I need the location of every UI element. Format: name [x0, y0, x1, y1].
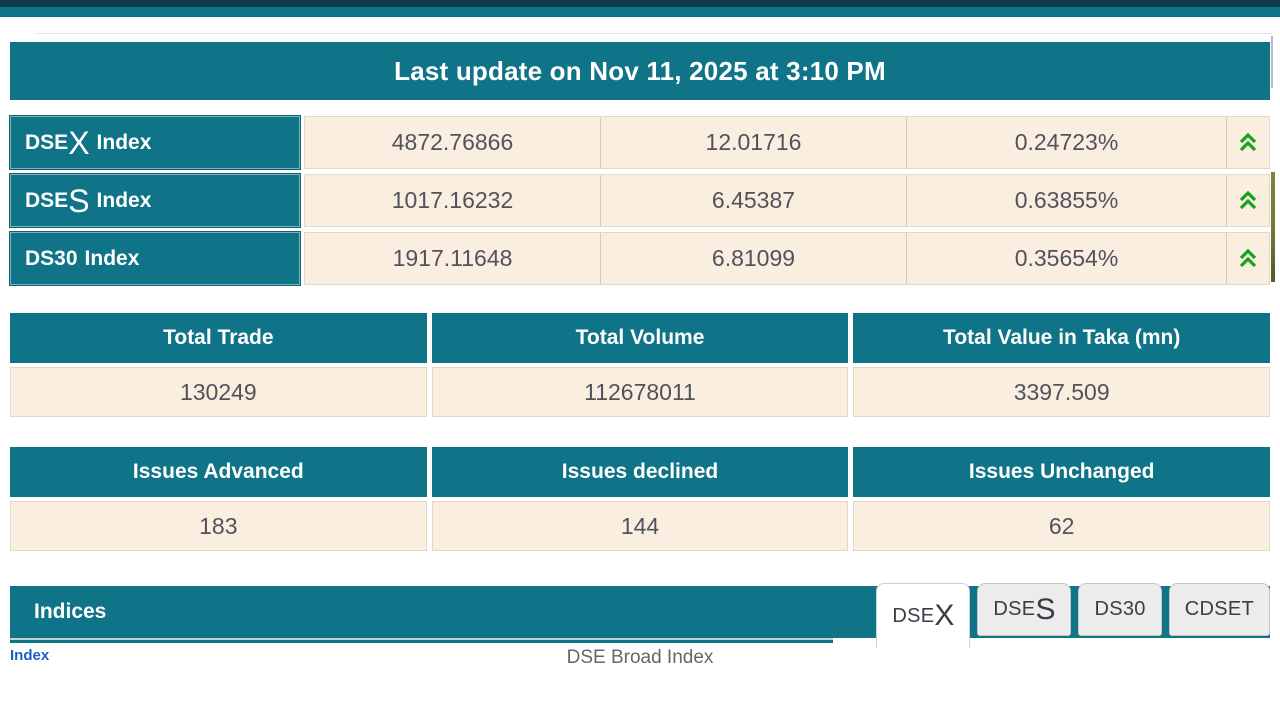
tab-label-big: S — [1035, 592, 1056, 626]
index-name-prefix: DSE — [25, 130, 69, 154]
totals-header-row: Total Trade Total Volume Total Value in … — [10, 313, 1271, 363]
total-trade-value: 130249 — [10, 367, 427, 417]
index-detail-row: Index DSE Broad Index — [10, 643, 1270, 673]
indices-panel: Indices DSE X DSE S DS30 CDSET Index DSE B… — [10, 583, 1270, 673]
total-value-value: 3397.509 — [853, 367, 1271, 417]
tab-label: DSE — [993, 598, 1036, 620]
index-name-big: X — [68, 124, 90, 161]
dsex-index-label: DSE X Index — [9, 115, 301, 170]
total-trade-header: Total Trade — [10, 313, 427, 363]
trend-up-icon — [1226, 233, 1269, 284]
total-value-header: Total Value in Taka (mn) — [853, 313, 1271, 363]
issues-unchanged-value: 62 — [853, 501, 1271, 551]
index-summary-table: DSE X Index 4872.76866 12.01716 0.24723% … — [9, 115, 1270, 286]
indices-title-bar: Indices DSE X DSE S DS30 CDSET — [10, 583, 1270, 648]
tab-label: DSE — [892, 604, 935, 627]
index-values: 4872.76866 12.01716 0.24723% — [304, 116, 1270, 169]
totals-value-row: 130249 112678011 3397.509 — [10, 367, 1271, 417]
ds30-index-label: DS30 Index — [9, 231, 301, 286]
index-change: 6.81099 — [600, 233, 906, 284]
tab-dsex[interactable]: DSE X — [876, 583, 971, 648]
index-name-big: S — [68, 182, 90, 219]
tab-label: DS30 — [1094, 598, 1146, 620]
index-name-prefix: DSE — [25, 188, 69, 212]
top-strip-dark — [0, 0, 1280, 7]
indices-title: Indices — [34, 600, 107, 623]
tab-label-big: X — [934, 599, 955, 632]
index-change: 12.01716 — [600, 117, 906, 168]
table-row: DSE S Index 1017.16232 6.45387 0.63855% — [9, 173, 1270, 228]
issues-advanced-value: 183 — [10, 501, 427, 551]
trend-up-icon — [1226, 175, 1269, 226]
last-update-text: Last update on Nov 11, 2025 at 3:10 PM — [394, 55, 886, 86]
issues-declined-header: Issues declined — [431, 447, 849, 497]
index-name-suffix: Index — [96, 188, 152, 212]
trend-up-icon — [1226, 117, 1269, 168]
index-value: 1017.16232 — [391, 187, 514, 213]
index-change-percent: 0.35654% — [906, 233, 1226, 284]
table-row: DSE X Index 4872.76866 12.01716 0.24723% — [9, 115, 1270, 170]
index-value: 4872.76866 — [391, 129, 514, 155]
market-summary-panel: Last update on Nov 11, 2025 at 3:10 PM D… — [9, 42, 1271, 673]
index-change: 6.45387 — [600, 175, 906, 226]
issues-header-row: Issues Advanced Issues declined Issues U… — [10, 447, 1271, 497]
last-update-bar: Last update on Nov 11, 2025 at 3:10 PM — [10, 42, 1270, 100]
issues-unchanged-header: Issues Unchanged — [853, 447, 1271, 497]
top-strip-teal — [0, 7, 1280, 17]
issues-table: Issues Advanced Issues declined Issues U… — [10, 447, 1271, 551]
tab-label: CDSET — [1184, 598, 1254, 620]
total-volume-header: Total Volume — [431, 313, 849, 363]
totals-table: Total Trade Total Volume Total Value in … — [10, 313, 1271, 417]
index-name-prefix: DS30 — [25, 246, 78, 270]
issues-value-row: 183 144 62 — [10, 501, 1271, 551]
panel-top-border — [35, 33, 1272, 34]
index-values: 1017.16232 6.45387 0.63855% — [304, 174, 1270, 227]
issues-declined-value: 144 — [431, 501, 849, 551]
right-edge-chart-artifact — [1271, 172, 1275, 282]
right-edge-scroll-artifact — [1271, 36, 1273, 88]
index-change-percent: 0.24723% — [906, 117, 1226, 168]
index-values: 1917.11648 6.81099 0.35654% — [304, 232, 1270, 285]
tab-cdset[interactable]: CDSET — [1168, 583, 1270, 636]
indices-bar-divider-teal — [10, 640, 833, 643]
index-name-suffix: Index — [84, 246, 140, 270]
index-name-suffix: Index — [96, 130, 152, 154]
index-column-link[interactable]: Index — [10, 647, 50, 664]
dses-index-label: DSE S Index — [9, 173, 301, 228]
index-change-percent: 0.63855% — [906, 175, 1226, 226]
tab-ds30[interactable]: DS30 — [1078, 583, 1162, 636]
index-tabs: DSE X DSE S DS30 CDSET — [876, 583, 1270, 648]
indices-bar-divider-light — [10, 638, 833, 640]
index-value: 1917.11648 — [392, 245, 513, 271]
issues-advanced-header: Issues Advanced — [10, 447, 427, 497]
tab-dses[interactable]: DSE S — [977, 583, 1072, 636]
table-row: DS30 Index 1917.11648 6.81099 0.35654% — [9, 231, 1270, 286]
index-full-name: DSE Broad Index — [566, 647, 714, 668]
total-volume-value: 112678011 — [431, 367, 849, 417]
